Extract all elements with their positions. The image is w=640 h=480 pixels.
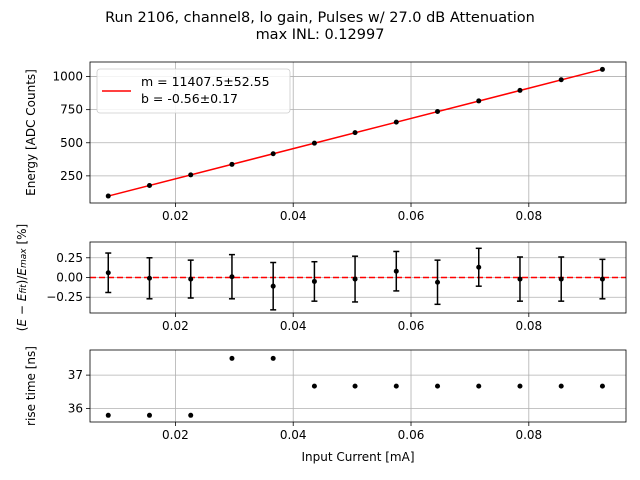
rise-time-x-tick-label: 0.06: [398, 428, 425, 442]
residuals-point: [311, 278, 317, 284]
energy-point: [517, 87, 523, 93]
rise-time-point: [146, 412, 152, 418]
residuals-point: [352, 276, 358, 282]
rise-time-point: [270, 355, 276, 361]
residuals-panel: 0.02 0.04 0.06 0.08−0.250.000.25(E − Efit)/…: [15, 224, 627, 333]
residuals-y-label-part: (: [15, 327, 29, 332]
rise-time-y-label: rise time [ns]: [24, 346, 38, 426]
residuals-point: [188, 276, 194, 282]
rise-time-y-tick-label: 37: [68, 368, 83, 382]
legend-entry: b = -0.56±0.17: [141, 91, 238, 106]
residuals-y-label-part: [%]: [15, 224, 29, 249]
residuals-y-label-part: E: [15, 268, 29, 276]
rise-time-x-tick-label: 0.02: [162, 428, 189, 442]
energy-y-tick-label: 250: [60, 169, 83, 183]
energy-point: [146, 182, 152, 188]
rise-time-point: [435, 383, 441, 389]
rise-time-point: [476, 383, 482, 389]
energy-y-label: Energy [ADC Counts]: [24, 69, 38, 196]
figure-title-line1: Run 2106, channel8, lo gain, Pulses w/ 2…: [105, 10, 535, 26]
energy-y-tick-label: 750: [60, 103, 83, 117]
residuals-point: [146, 275, 152, 281]
rise-time-x-tick-label: 0.08: [515, 428, 542, 442]
energy-x-tick-label: 0.04: [280, 209, 307, 223]
rise-time-point: [352, 383, 358, 389]
residuals-frame: [89, 241, 627, 314]
energy-point: [599, 66, 605, 72]
residuals-point: [599, 276, 605, 282]
energy-point: [105, 193, 111, 199]
energy-panel: 0.02 0.04 0.06 0.08 250 500 750 1000 Energy [ADC…: [24, 61, 627, 223]
energy-point: [188, 172, 194, 178]
residuals-point: [558, 276, 564, 282]
residuals-y-label-part: E: [15, 319, 29, 327]
energy-point: [352, 130, 358, 136]
energy-point: [229, 161, 235, 167]
figure-title-line2: max INL: 0.12997: [256, 27, 385, 43]
rise-time-frame: [89, 349, 627, 423]
residuals-point: [105, 270, 111, 276]
residuals-y-label-part: fit: [19, 284, 29, 294]
energy-y-tick-label: 1000: [52, 70, 83, 84]
residuals-y-label-part: max: [19, 248, 29, 268]
residuals-y-tick-label: 0.00: [56, 271, 83, 285]
residuals-x-tick-label: 0.02: [162, 319, 189, 333]
rise-time-point: [599, 383, 605, 389]
residuals-y-label-part: E: [15, 293, 29, 301]
residuals-point: [229, 274, 235, 280]
residuals-y-tick-label: 0.25: [56, 251, 83, 265]
energy-x-tick-label: 0.08: [515, 209, 542, 223]
energy-point: [435, 109, 441, 115]
legend-box: [96, 68, 291, 114]
energy-point: [558, 77, 564, 83]
legend-entry: m = 11407.5±52.55: [141, 74, 270, 89]
residuals-y-label: (E − Efit)/Emax [%]: [15, 224, 29, 331]
residuals-point: [393, 268, 399, 274]
rise-time-point: [105, 412, 111, 418]
residuals-x-tick-label: 0.06: [398, 319, 425, 333]
energy-y-tick-label: 500: [60, 136, 83, 150]
energy-point: [311, 140, 317, 146]
energy-frame: [89, 61, 627, 204]
rise-time-point: [311, 383, 317, 389]
residuals-y-label-part: )/: [15, 275, 29, 285]
rise-time-point: [558, 383, 564, 389]
residuals-point: [517, 276, 523, 282]
rise-time-x-label: Input Current [mA]: [301, 450, 414, 464]
rise-time-y-tick-label: 36: [68, 402, 83, 416]
rise-time-point: [393, 383, 399, 389]
residuals-x-tick-label: 0.08: [515, 319, 542, 333]
energy-x-tick-label: 0.02: [162, 209, 189, 223]
energy-point: [476, 98, 482, 104]
energy-legend: m = 11407.5±52.55 b = -0.56±0.17: [96, 68, 291, 114]
energy-point: [393, 119, 399, 125]
rise-time-point: [517, 383, 523, 389]
energy-point: [270, 151, 276, 157]
residuals-point: [435, 279, 441, 285]
residuals-x-tick-label: 0.04: [280, 319, 307, 333]
rise-time-x-tick-label: 0.04: [280, 428, 307, 442]
residuals-y-tick-label: −0.25: [46, 290, 83, 304]
energy-x-tick-label: 0.06: [398, 209, 425, 223]
residuals-point: [270, 283, 276, 289]
rise-time-point: [229, 355, 235, 361]
residuals-y-label-part: −: [15, 301, 29, 319]
rise-time-point: [188, 412, 194, 418]
rise-time-panel: 0.02 0.04 0.06 0.08 36 37 rise time [ns] Input …: [24, 346, 627, 464]
residuals-point: [476, 264, 482, 270]
